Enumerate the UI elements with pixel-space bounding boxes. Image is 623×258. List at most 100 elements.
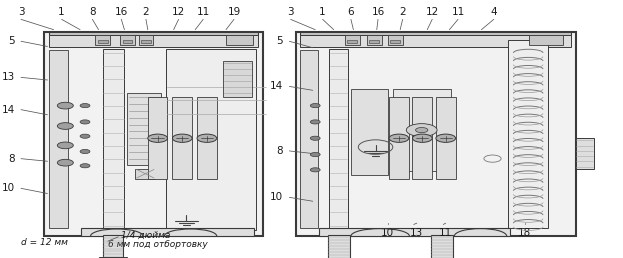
Text: 11: 11 xyxy=(197,7,210,17)
Bar xyxy=(98,257,127,258)
Bar xyxy=(347,40,357,43)
Bar xyxy=(295,32,576,236)
Bar xyxy=(103,235,123,258)
Bar xyxy=(49,32,258,35)
Text: A: A xyxy=(444,135,448,141)
Circle shape xyxy=(406,124,437,136)
Text: 1: 1 xyxy=(204,135,209,141)
Bar xyxy=(431,235,453,258)
Circle shape xyxy=(412,134,432,142)
Bar xyxy=(389,98,409,179)
Circle shape xyxy=(310,103,320,108)
Bar xyxy=(391,40,400,43)
Text: 11: 11 xyxy=(439,229,452,238)
Bar xyxy=(351,89,388,175)
Bar xyxy=(120,35,135,45)
Bar xyxy=(392,89,451,171)
Text: 3: 3 xyxy=(17,7,24,17)
Circle shape xyxy=(389,134,409,142)
Bar xyxy=(49,35,258,47)
Text: 10: 10 xyxy=(270,192,283,202)
Bar xyxy=(166,49,255,230)
Bar xyxy=(82,228,254,236)
Text: 4: 4 xyxy=(490,7,497,17)
Bar xyxy=(98,40,108,43)
Text: 5: 5 xyxy=(8,36,15,46)
Text: 14: 14 xyxy=(270,82,283,91)
Bar xyxy=(197,98,217,179)
Circle shape xyxy=(310,168,320,172)
Text: 1: 1 xyxy=(320,7,326,17)
Text: 11: 11 xyxy=(452,7,465,17)
Bar xyxy=(330,49,348,230)
Circle shape xyxy=(57,159,74,166)
Text: 6 мм под отбортовку: 6 мм под отбортовку xyxy=(108,240,207,249)
Circle shape xyxy=(80,120,90,124)
Text: C: C xyxy=(397,135,401,141)
Bar xyxy=(49,50,68,228)
Text: 14: 14 xyxy=(2,105,15,115)
Bar xyxy=(508,40,548,228)
Bar xyxy=(44,32,263,236)
Bar xyxy=(388,35,402,45)
Bar xyxy=(576,138,594,169)
Text: 2: 2 xyxy=(143,7,150,17)
Circle shape xyxy=(416,127,428,133)
Text: 8: 8 xyxy=(89,7,96,17)
Circle shape xyxy=(80,149,90,154)
Text: 16: 16 xyxy=(115,7,128,17)
Bar xyxy=(319,228,510,236)
Bar xyxy=(412,98,432,179)
Circle shape xyxy=(197,134,217,142)
Circle shape xyxy=(57,123,74,129)
Bar xyxy=(226,35,253,45)
Bar xyxy=(128,93,161,165)
Circle shape xyxy=(80,134,90,138)
Circle shape xyxy=(57,142,74,149)
Bar xyxy=(148,98,168,179)
Text: 10: 10 xyxy=(381,229,394,238)
Text: 6: 6 xyxy=(348,7,354,17)
Text: 2: 2 xyxy=(399,7,406,17)
Circle shape xyxy=(436,134,455,142)
Bar xyxy=(135,169,155,179)
Circle shape xyxy=(80,164,90,168)
Text: 13: 13 xyxy=(2,72,15,82)
Text: 1: 1 xyxy=(59,7,65,17)
Circle shape xyxy=(57,102,74,109)
Bar xyxy=(223,61,252,98)
Bar xyxy=(436,98,455,179)
Text: 16: 16 xyxy=(371,7,384,17)
Circle shape xyxy=(173,134,192,142)
Bar xyxy=(300,32,571,35)
Text: 4: 4 xyxy=(156,135,160,141)
Bar xyxy=(300,50,318,228)
Circle shape xyxy=(310,136,320,140)
Bar xyxy=(141,40,151,43)
Bar xyxy=(367,35,382,45)
Text: 13: 13 xyxy=(410,229,424,238)
Text: 10: 10 xyxy=(2,183,15,193)
Text: 12: 12 xyxy=(172,7,185,17)
Bar xyxy=(138,35,153,45)
Circle shape xyxy=(310,120,320,124)
Bar xyxy=(95,35,110,45)
Bar xyxy=(300,35,571,47)
Bar xyxy=(103,49,125,230)
Bar xyxy=(328,235,350,258)
Text: 12: 12 xyxy=(426,7,439,17)
Bar xyxy=(369,40,379,43)
Text: B: B xyxy=(420,135,425,141)
Text: 8: 8 xyxy=(277,146,283,156)
Bar xyxy=(173,98,192,179)
Text: 3: 3 xyxy=(287,7,294,17)
Text: 2: 2 xyxy=(180,135,184,141)
Text: 18: 18 xyxy=(518,229,531,238)
Text: 5: 5 xyxy=(277,36,283,46)
Text: d = 12 мм: d = 12 мм xyxy=(21,238,68,246)
Bar xyxy=(530,35,563,45)
Text: 1/4 дюйма: 1/4 дюйма xyxy=(121,231,171,240)
Text: 8: 8 xyxy=(8,154,15,164)
Circle shape xyxy=(148,134,168,142)
Circle shape xyxy=(80,103,90,108)
